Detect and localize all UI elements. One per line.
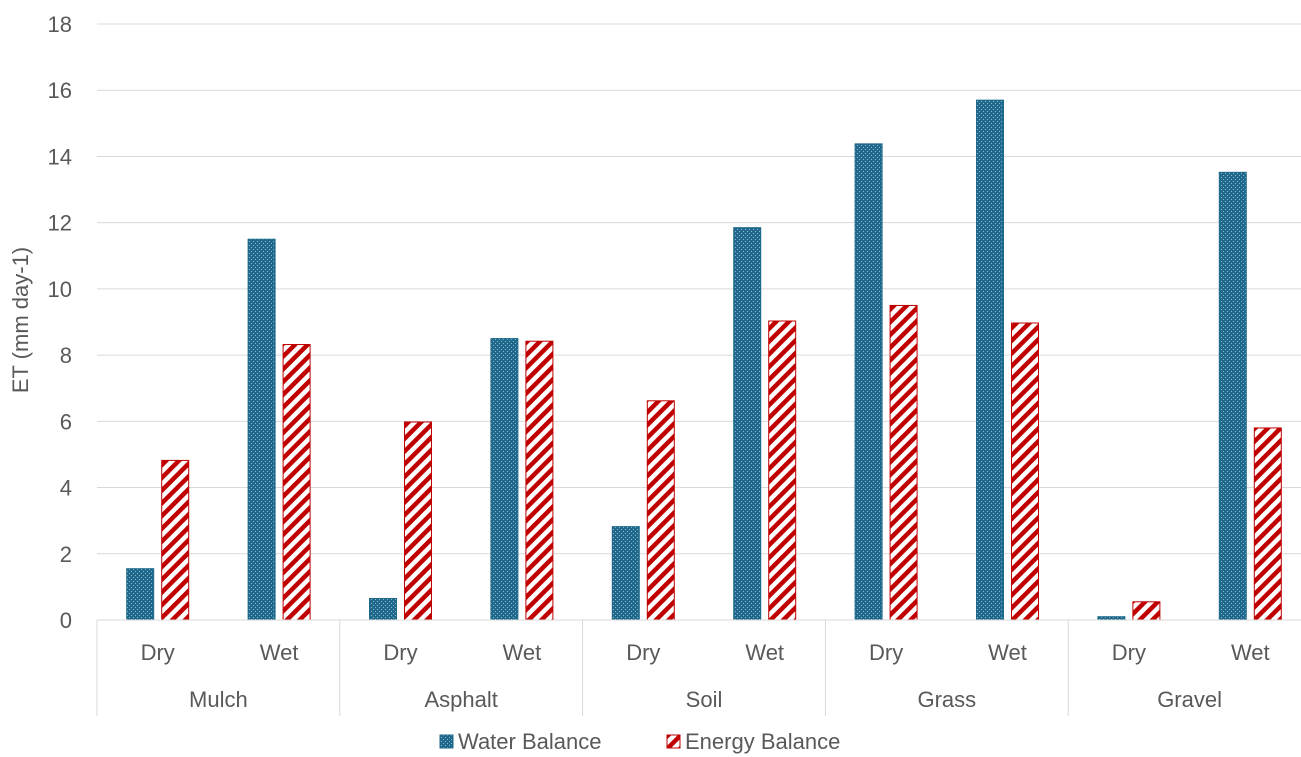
energy-balance-bar <box>1132 601 1161 621</box>
water-balance-bar <box>490 338 519 621</box>
energy-balance-bar <box>889 304 918 621</box>
water-balance-bar <box>126 568 155 621</box>
x-subcategory-label: Wet <box>260 640 299 665</box>
energy-balance-bar <box>646 400 675 621</box>
y-tick-label: 14 <box>48 144 72 169</box>
x-subcategory-label: Dry <box>1112 640 1146 665</box>
gridlines <box>97 23 1301 555</box>
y-tick-label: 8 <box>60 343 72 368</box>
y-tick-label: 6 <box>60 409 72 434</box>
energy-balance-bar <box>161 459 190 621</box>
x-subcategory-label: Wet <box>1231 640 1270 665</box>
y-tick-label: 16 <box>48 78 72 103</box>
y-axis-title: ET (mm day-1) <box>8 247 33 393</box>
water-balance-bar <box>1218 171 1247 621</box>
energy-balance-bar <box>282 344 311 621</box>
y-tick-label: 12 <box>48 211 72 236</box>
bars <box>126 99 1282 621</box>
x-subcategory-label: Dry <box>626 640 660 665</box>
y-tick-label: 10 <box>48 277 72 302</box>
y-tick-label: 4 <box>60 476 72 501</box>
legend-label: Water Balance <box>458 729 601 754</box>
water-balance-bar <box>976 99 1004 621</box>
y-tick-label: 2 <box>60 542 72 567</box>
y-tick-label: 0 <box>60 608 72 633</box>
water-balance-bar <box>733 227 762 621</box>
water-balance-bar <box>611 526 640 621</box>
legend-swatch <box>439 734 454 749</box>
x-subcategory-label: Wet <box>745 640 784 665</box>
legend: Water Balance Energy Balance <box>439 729 840 754</box>
water-balance-bar <box>369 597 397 621</box>
x-group-label: Soil <box>686 687 723 712</box>
x-group-label: Asphalt <box>425 687 498 712</box>
energy-balance-bar <box>404 421 432 621</box>
x-subcategory-label: Wet <box>988 640 1027 665</box>
legend-swatch <box>666 734 681 749</box>
energy-balance-bar <box>1011 322 1039 621</box>
water-balance-bar <box>854 143 883 621</box>
y-axis-ticks: 0 2 4 6 8 10 12 14 16 18 <box>48 12 72 633</box>
legend-energy-balance: Energy Balance <box>666 729 840 754</box>
x-subcategory-label: Dry <box>869 640 903 665</box>
x-group-label: Mulch <box>189 687 248 712</box>
x-subcategory-label: Wet <box>503 640 542 665</box>
x-subcategory-label: Dry <box>383 640 417 665</box>
x-group-label: Gravel <box>1157 687 1222 712</box>
y-tick-label: 18 <box>48 12 72 37</box>
x-axis: Dry Wet Dry Wet Dry Wet Dry Wet Dry Wet Mulch Aspha… <box>96 619 1301 716</box>
x-subcategory-label: Dry <box>141 640 175 665</box>
energy-balance-bar <box>1253 427 1282 621</box>
legend-label: Energy Balance <box>685 729 840 754</box>
energy-balance-bar <box>525 340 554 621</box>
water-balance-bar <box>247 238 276 621</box>
x-group-label: Grass <box>917 687 976 712</box>
energy-balance-bar <box>768 320 797 621</box>
legend-water-balance: Water Balance <box>439 729 601 754</box>
